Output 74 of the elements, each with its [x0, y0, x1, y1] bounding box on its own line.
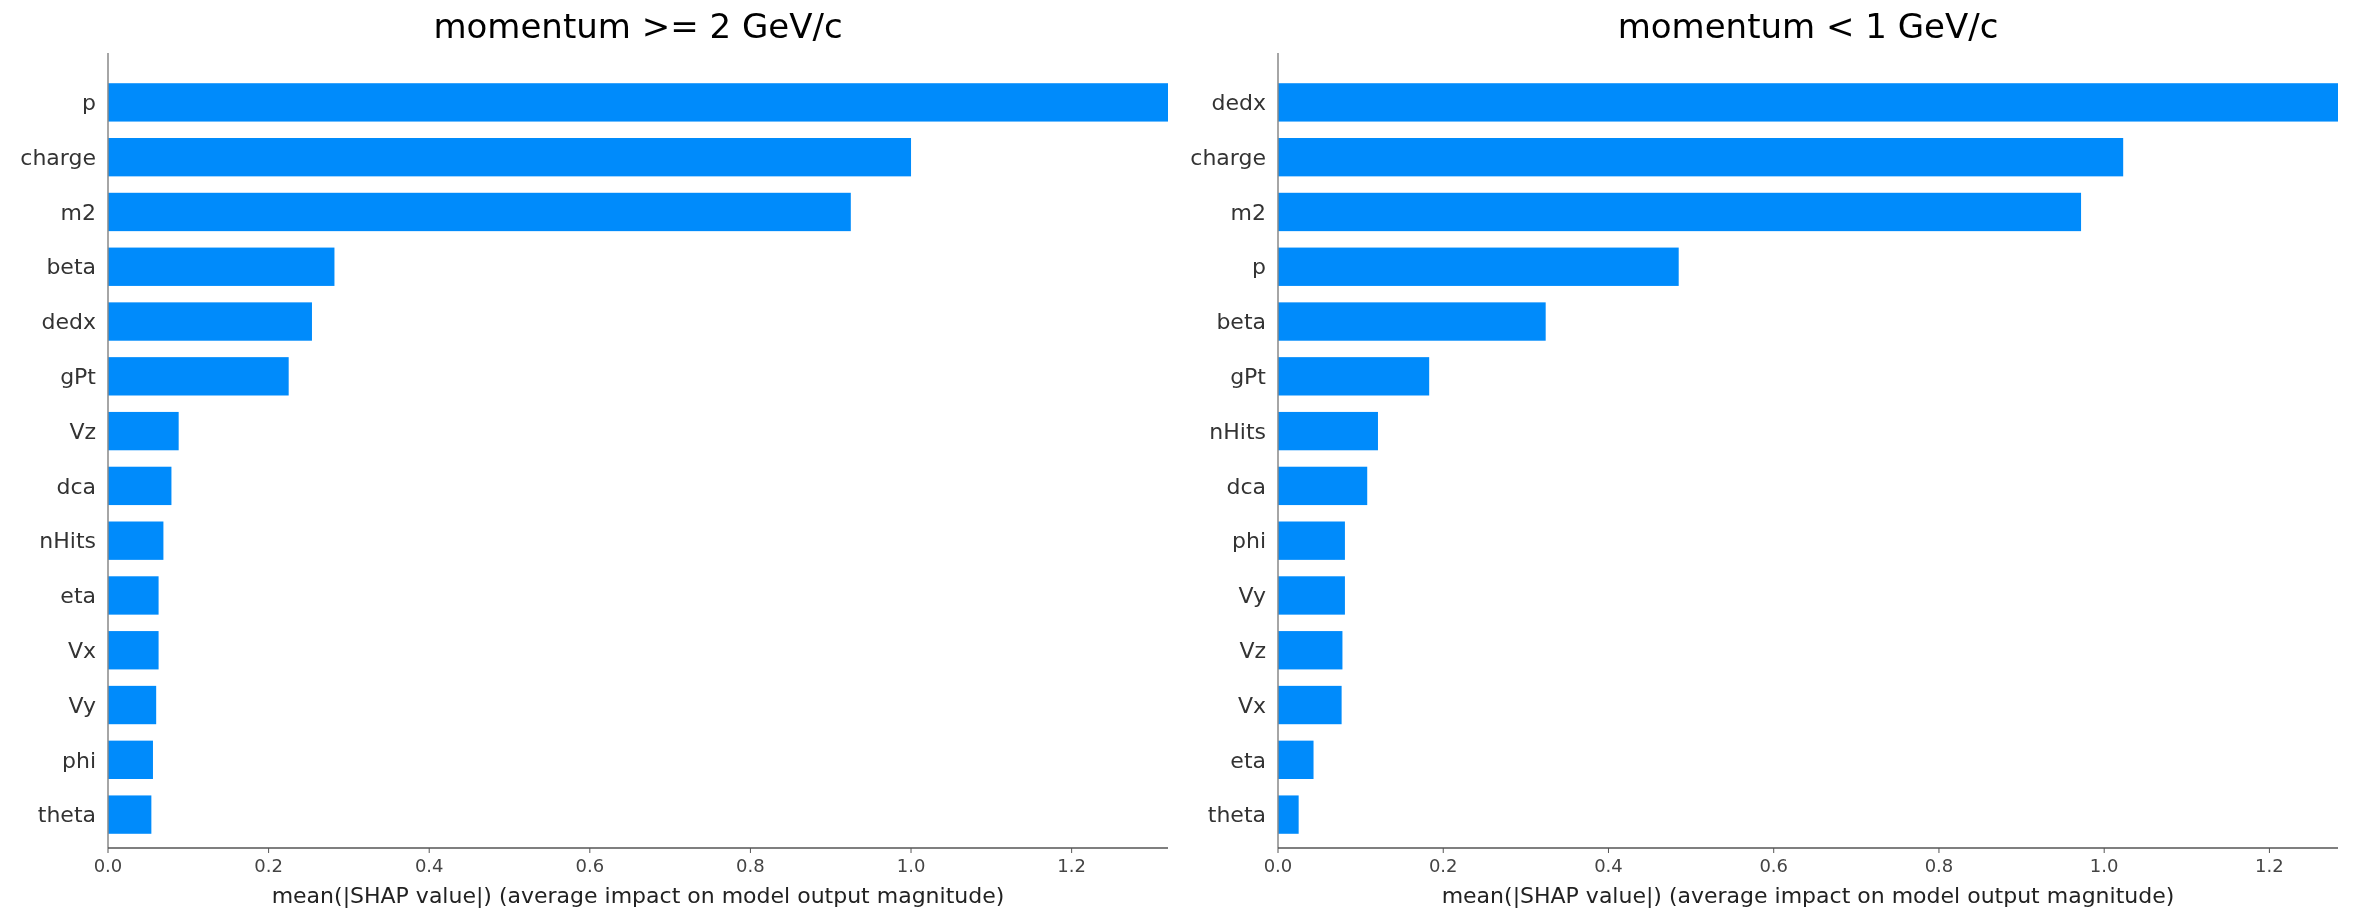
bar [1278, 576, 1345, 615]
chart-title: momentum >= 2 GeV/c [433, 6, 843, 46]
x-tick-label: 0.2 [1428, 855, 1458, 876]
bar [108, 795, 152, 834]
bar [108, 466, 172, 506]
chart-title: momentum < 1 GeV/c [1617, 6, 1999, 46]
bar [1278, 83, 2338, 122]
bar [1278, 247, 1679, 286]
bar [108, 192, 851, 232]
bar [1278, 521, 1345, 560]
y-tick-label: dedx [41, 309, 96, 335]
y-tick-label: Vz [1239, 637, 1266, 663]
bar [1278, 631, 1343, 670]
y-tick-label: eta [60, 583, 96, 609]
bar [108, 411, 179, 451]
y-tick-label: nHits [39, 528, 96, 554]
x-tick-label: 0.2 [254, 855, 283, 876]
y-tick-label: theta [1207, 802, 1266, 828]
x-tick-label: 0.8 [736, 855, 765, 876]
y-tick-label: m2 [60, 199, 96, 225]
x-tick-label: 0.4 [414, 855, 444, 876]
bar [108, 521, 164, 560]
y-tick-label: gPt [1230, 364, 1267, 390]
y-tick-label: Vy [68, 692, 96, 718]
y-tick-label: Vy [1238, 583, 1266, 609]
bar [108, 138, 912, 177]
y-tick-label: dedx [1211, 90, 1266, 116]
y-tick-label: Vx [67, 637, 96, 663]
bar [108, 357, 289, 396]
x-tick-label: 0.8 [1924, 855, 1954, 876]
x-tick-label: 1.2 [2255, 855, 2284, 876]
y-tick-label: dca [56, 473, 96, 499]
y-tick-label: p [82, 90, 96, 116]
y-tick-label: gPt [60, 364, 97, 390]
bar [1278, 302, 1546, 341]
bar [108, 302, 312, 341]
bar [108, 631, 159, 670]
x-tick-label: 1.0 [2089, 855, 2119, 876]
bar [108, 83, 1168, 122]
x-tick-label: 1.0 [896, 855, 926, 876]
x-tick-label: 0.0 [1263, 855, 1293, 876]
bar [1278, 795, 1299, 834]
y-tick-label: charge [1190, 144, 1266, 170]
y-tick-label: p [1252, 254, 1266, 280]
y-tick-label: eta [1230, 747, 1266, 773]
y-tick-label: charge [20, 144, 96, 170]
y-tick-label: phi [1231, 528, 1266, 554]
y-tick-label: dca [1226, 473, 1266, 499]
bar [108, 685, 157, 725]
x-tick-label: 0.6 [575, 855, 605, 876]
y-tick-label: beta [1216, 309, 1266, 335]
x-tick-label: 1.2 [1057, 855, 1086, 876]
x-tick-label: 0.6 [1759, 855, 1789, 876]
bar [1278, 411, 1378, 451]
bar [1278, 740, 1314, 779]
bar [108, 247, 335, 286]
bar [108, 740, 153, 779]
y-tick-label: theta [37, 802, 96, 828]
bar [1278, 192, 2082, 232]
x-axis-title: mean(|SHAP value|) (average impact on model output magnitude) [271, 883, 1005, 908]
bar [1278, 138, 2124, 177]
y-tick-label: phi [61, 747, 96, 773]
x-tick-label: 0.0 [93, 855, 123, 876]
x-axis-title: mean(|SHAP value|) (average impact on model output magnitude) [1441, 883, 2175, 908]
y-tick-label: nHits [1209, 418, 1266, 444]
y-tick-label: m2 [1230, 199, 1266, 225]
bar [108, 576, 159, 615]
x-tick-label: 0.4 [1594, 855, 1623, 876]
bar [1278, 357, 1430, 396]
y-tick-label: beta [46, 254, 96, 280]
y-tick-label: Vx [1237, 692, 1266, 718]
y-tick-label: Vz [69, 418, 96, 444]
bar [1278, 466, 1368, 506]
bar [1278, 685, 1342, 725]
